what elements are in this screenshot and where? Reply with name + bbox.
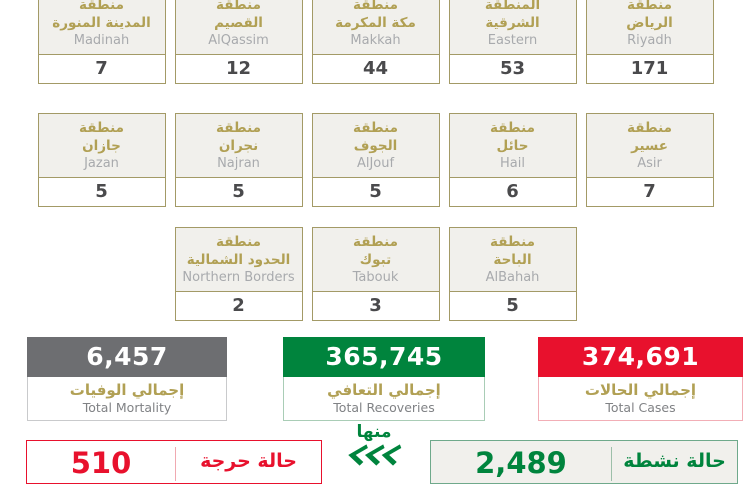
total-recoveries-card: 365,745 إجمالي التعافي Total Recoveries [283,337,485,421]
region-name-en: Riyadh [627,33,672,48]
region-name-ar: منطقة الحدود الشمالية [186,234,291,268]
active-cases-value: 2,489 [475,446,567,480]
region-name-en: AlQassim [208,33,269,48]
region-case-count: 7 [38,54,165,83]
region-card-jazan: منطقة جازان Jazan 5 [37,113,166,207]
region-name-en: AlBahah [485,270,540,285]
total-mortality-label-ar: إجمالي الوفيات [69,381,185,399]
region-name-en: Tabouk [352,270,399,285]
total-recoveries-label-ar: إجمالي التعافي [327,381,441,399]
region-row-3: منطقة الحدود الشمالية Northern Borders 2… [0,227,751,321]
region-name-ar: منطقة مكة المكرمة [335,0,416,31]
total-cases-card: 374,691 إجمالي الحالات Total Cases [538,337,743,421]
of-which-connector: منها [336,422,412,470]
total-mortality-value: 6,457 [27,337,227,377]
region-card-northern-borders: منطقة الحدود الشمالية Northern Borders 2 [174,227,303,321]
total-cases-value: 374,691 [538,337,743,377]
region-name-en: Eastern [487,33,538,48]
total-recoveries-value: 365,745 [283,337,485,377]
region-case-count: 12 [175,54,302,83]
region-name-en: Jazan [84,156,119,171]
divider [611,447,612,481]
region-card-madinah: منطقة المدينة المنورة Madinah 7 [37,0,166,84]
region-card-najran: منطقة نجران Najran 5 [174,113,303,207]
region-name-en: AlJouf [356,156,395,171]
region-card-albahah: منطقة الباحة AlBahah 5 [448,227,577,321]
region-name-en: Asir [637,156,662,171]
triple-chevron-left-icon [348,444,402,466]
region-name-ar: المنطقة الشرقية [484,0,541,31]
region-card-aljouf: منطقة الجوف AlJouf 5 [311,113,440,207]
region-card-makkah: منطقة مكة المكرمة Makkah 44 [311,0,440,84]
region-case-count: 5 [449,291,576,320]
region-case-count: 44 [312,54,439,83]
region-name-en: Madinah [73,33,130,48]
region-case-count: 53 [449,54,576,83]
region-name-en: Makkah [350,33,401,48]
region-name-ar: منطقة القصيم [214,0,263,31]
region-name-en: Northern Borders [182,270,295,285]
total-mortality-label-en: Total Mortality [82,400,172,415]
region-row-2: منطقة جازان Jazan 5 منطقة نجران Najran 5… [0,113,751,207]
region-card-hail: منطقة حائل Hail 6 [448,113,577,207]
total-recoveries-label-en: Total Recoveries [333,400,435,415]
region-case-count: 6 [449,177,576,206]
region-case-count: 5 [38,177,165,206]
total-cases-label-ar: إجمالي الحالات [584,381,697,399]
region-name-ar: منطقة حائل [490,120,535,154]
region-case-count: 7 [586,177,713,206]
critical-cases-label: حالة حرجة [200,450,297,472]
region-name-ar: منطقة الرياض [626,0,673,31]
region-row-1: منطقة المدينة المنورة Madinah 7 منطقة ال… [0,0,751,84]
region-name-ar: منطقة الجوف [353,120,398,154]
region-name-ar: منطقة نجران [216,120,261,154]
region-name-en: Hail [500,156,525,171]
region-card-tabouk: منطقة تبوك Tabouk 3 [311,227,440,321]
region-name-en: Najran [217,156,260,171]
divider [175,447,176,481]
critical-cases-box: 510 حالة حرجة [26,440,322,484]
region-case-count: 2 [175,291,302,320]
active-cases-box: 2,489 حالة نشطة [430,440,738,484]
region-card-eastern: المنطقة الشرقية Eastern 53 [448,0,577,84]
of-which-label: منها [356,422,392,442]
region-case-count: 3 [312,291,439,320]
region-case-count: 171 [586,54,713,83]
region-case-count: 5 [175,177,302,206]
total-cases-label-en: Total Cases [605,400,676,415]
region-case-count: 5 [312,177,439,206]
region-name-ar: منطقة المدينة المنورة [52,0,151,31]
critical-cases-value: 510 [70,446,132,480]
region-card-asir: منطقة عسير Asir 7 [585,113,714,207]
region-card-riyadh: منطقة الرياض Riyadh 171 [585,0,714,84]
region-name-ar: منطقة الباحة [490,234,535,268]
active-cases-label: حالة نشطة [623,450,726,472]
region-name-ar: منطقة جازان [79,120,124,154]
region-card-alqassim: منطقة القصيم AlQassim 12 [174,0,303,84]
region-name-ar: منطقة عسير [627,120,672,154]
total-mortality-card: 6,457 إجمالي الوفيات Total Mortality [27,337,227,421]
region-name-ar: منطقة تبوك [353,234,398,268]
